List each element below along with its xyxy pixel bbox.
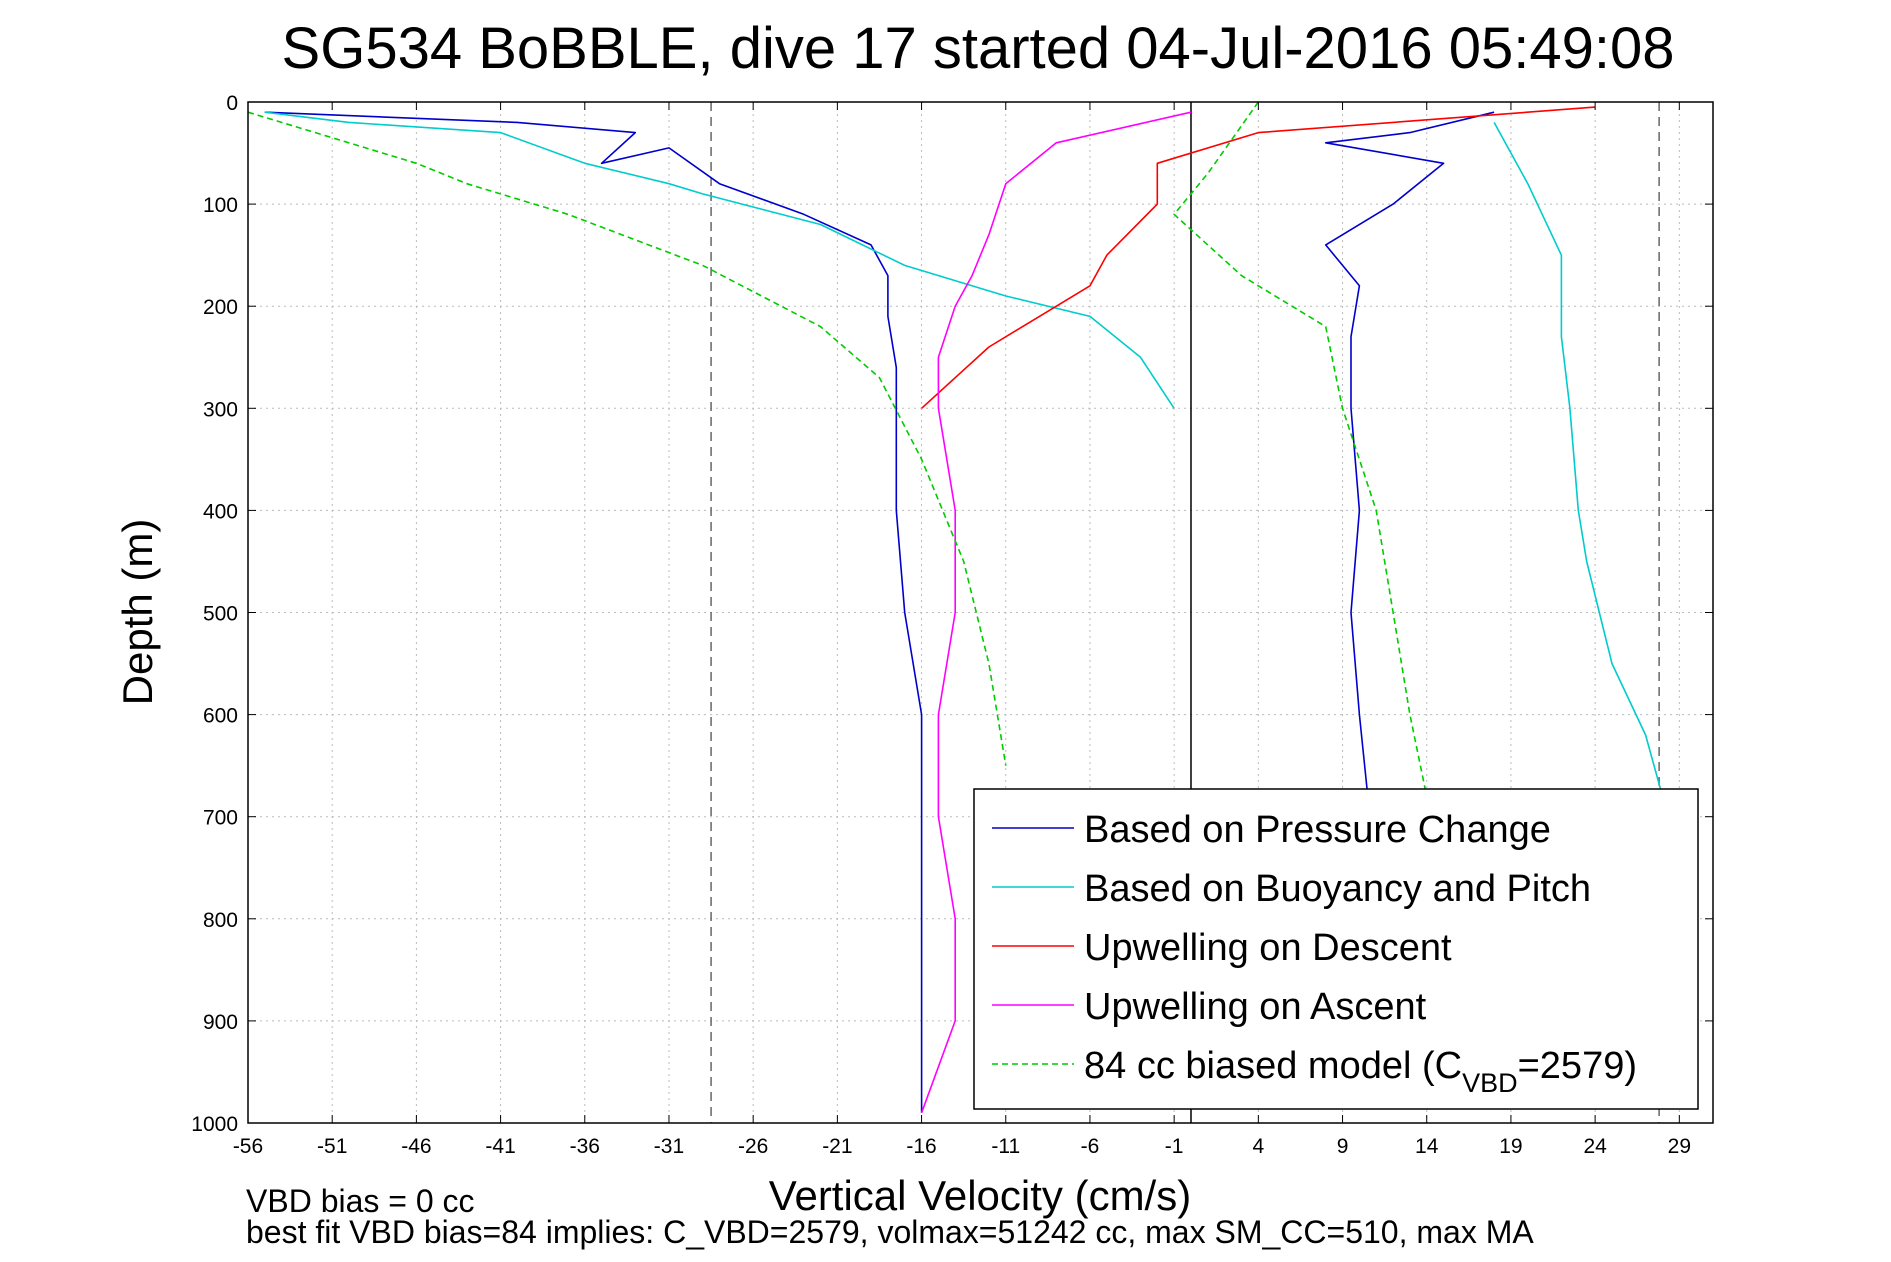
- y-axis-label: Depth (m): [114, 519, 161, 706]
- x-tick-label: -51: [317, 1135, 347, 1158]
- series-line-4: [1173, 101, 1428, 797]
- series-line-0: [264, 111, 923, 1113]
- y-tick-label: 200: [203, 296, 238, 319]
- y-tick-label: 900: [203, 1011, 238, 1034]
- footer-line-1: VBD bias = 0 cc: [246, 1183, 475, 1219]
- y-tick-label: 500: [203, 603, 238, 626]
- series-line-1: [264, 111, 1175, 409]
- x-tick-label: 19: [1499, 1135, 1522, 1158]
- y-ticks: 0 100 200 300 400 500 600 700 800 900 1000: [191, 92, 1713, 1136]
- legend-label: 84 cc biased model (CVBD=2579): [1084, 1045, 1637, 1098]
- legend-box: [973, 788, 1699, 1110]
- y-tick-label: 1000: [191, 1113, 238, 1136]
- x-tick-label: -46: [401, 1135, 431, 1158]
- legend-label: Upwelling on Ascent: [1084, 986, 1427, 1028]
- x-tick-label: -56: [233, 1135, 263, 1158]
- x-tick-label: -31: [654, 1135, 684, 1158]
- x-tick-label: -41: [485, 1135, 515, 1158]
- series-line-4: [247, 111, 1007, 766]
- x-tick-label: -6: [1081, 1135, 1100, 1158]
- x-ticks: -56 -51 -46 -41 -36 -31 -26 -21 -16 -11 -6 -1 4 9 14 19…: [233, 102, 1691, 1158]
- x-tick-label: 24: [1583, 1135, 1607, 1158]
- x-tick-label: -21: [822, 1135, 852, 1158]
- y-tick-label: 300: [203, 398, 238, 421]
- x-tick-label: 9: [1337, 1135, 1349, 1158]
- footer-line-2: best fit VBD bias=84 implies: C_VBD=2579…: [246, 1214, 1534, 1250]
- x-tick-label: -26: [738, 1135, 768, 1158]
- legend: Based on Pressure Change Based on Buoyanc…: [973, 788, 1699, 1110]
- x-tick-label: -16: [906, 1135, 936, 1158]
- chart-title: SG534 BoBBLE, dive 17 started 04-Jul-201…: [282, 16, 1675, 81]
- y-tick-label: 800: [203, 909, 238, 932]
- y-tick-label: 700: [203, 807, 238, 830]
- legend-label: Based on Pressure Change: [1084, 809, 1551, 851]
- y-tick-label: 600: [203, 705, 238, 728]
- x-tick-label: -11: [991, 1135, 1020, 1158]
- y-tick-label: 400: [203, 500, 238, 523]
- series-line-0: [1324, 111, 1495, 797]
- x-axis-label: Vertical Velocity (cm/s): [769, 1172, 1191, 1219]
- x-tick-label: 4: [1253, 1135, 1265, 1158]
- legend-label: Based on Buoyancy and Pitch: [1084, 868, 1591, 910]
- series-line-3: [920, 111, 1192, 1114]
- series-line-1: [1493, 122, 1664, 797]
- series-group: [247, 101, 1664, 1114]
- x-tick-label: 29: [1668, 1135, 1691, 1158]
- series-line-2: [921, 106, 1596, 409]
- y-tick-label: 100: [203, 194, 238, 217]
- x-tick-label: -1: [1165, 1135, 1184, 1158]
- legend-label: Upwelling on Descent: [1084, 927, 1452, 969]
- x-tick-label: 14: [1415, 1135, 1439, 1158]
- x-tick-label: -36: [570, 1135, 600, 1158]
- y-tick-label: 0: [226, 92, 238, 115]
